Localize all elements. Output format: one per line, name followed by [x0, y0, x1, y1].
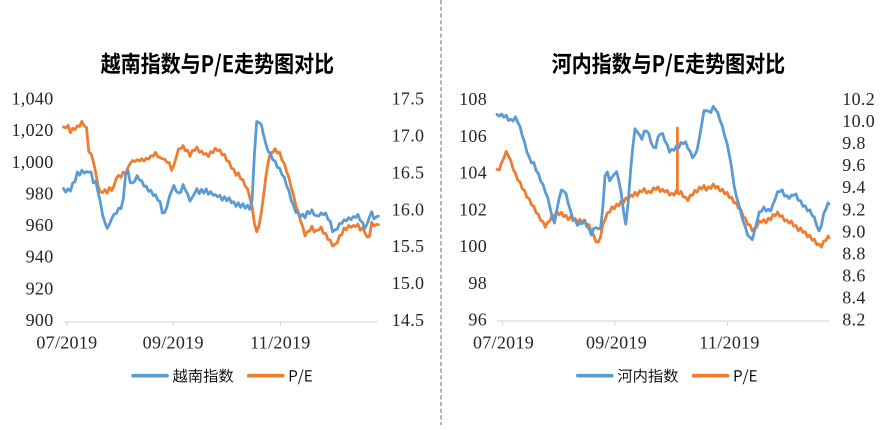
- svg-text:07/2019: 07/2019: [473, 332, 534, 352]
- svg-text:940: 940: [26, 247, 54, 267]
- svg-text:104: 104: [459, 163, 487, 183]
- svg-text:9.8: 9.8: [842, 133, 865, 153]
- svg-text:980: 980: [26, 183, 54, 203]
- svg-text:9.2: 9.2: [842, 199, 865, 219]
- svg-text:07/2019: 07/2019: [36, 332, 97, 352]
- svg-text:8.8: 8.8: [842, 243, 865, 263]
- svg-text:1,040: 1,040: [12, 89, 54, 109]
- svg-text:09/2019: 09/2019: [586, 332, 647, 352]
- svg-text:1,000: 1,000: [12, 152, 54, 172]
- svg-text:920: 920: [26, 278, 54, 298]
- svg-text:96: 96: [468, 310, 487, 330]
- svg-text:106: 106: [459, 126, 487, 146]
- svg-text:9.6: 9.6: [842, 155, 865, 175]
- svg-text:15.5: 15.5: [392, 236, 425, 256]
- svg-text:100: 100: [459, 236, 487, 256]
- svg-text:98: 98: [468, 273, 487, 293]
- svg-text:15.0: 15.0: [392, 273, 425, 293]
- svg-text:9.4: 9.4: [842, 177, 865, 197]
- svg-text:17.5: 17.5: [392, 89, 425, 109]
- svg-text:09/2019: 09/2019: [143, 332, 204, 352]
- svg-text:8.6: 8.6: [842, 266, 865, 286]
- svg-text:900: 900: [26, 310, 54, 330]
- svg-text:14.5: 14.5: [392, 310, 425, 330]
- svg-text:16.0: 16.0: [392, 199, 425, 219]
- svg-text:960: 960: [26, 215, 54, 235]
- svg-text:8.2: 8.2: [842, 310, 865, 330]
- svg-text:10.2: 10.2: [842, 89, 875, 109]
- svg-text:1,020: 1,020: [12, 120, 54, 140]
- svg-text:108: 108: [459, 89, 487, 109]
- svg-text:9.0: 9.0: [842, 221, 865, 241]
- svg-text:8.4: 8.4: [842, 288, 865, 308]
- svg-text:102: 102: [459, 199, 487, 219]
- svg-text:16.5: 16.5: [392, 162, 425, 182]
- svg-text:11/2019: 11/2019: [699, 332, 759, 352]
- svg-text:17.0: 17.0: [392, 125, 425, 145]
- svg-text:10.0: 10.0: [842, 111, 875, 131]
- svg-text:11/2019: 11/2019: [250, 332, 310, 352]
